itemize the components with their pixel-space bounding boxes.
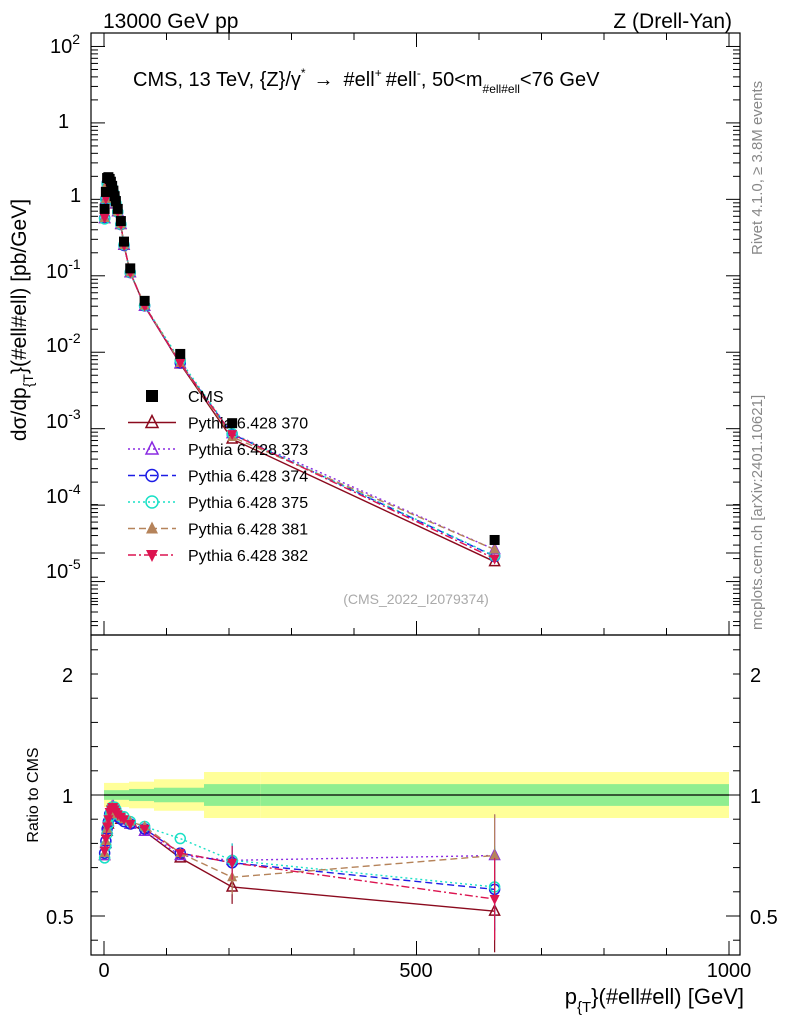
ratio-5-point-15: [175, 849, 186, 860]
uncertainty-bands: [104, 772, 729, 818]
ytick-label-0.0001: 10-4: [46, 481, 81, 508]
ytick-label-0.01: 10-2: [46, 330, 81, 357]
ratio-line-2: [103, 808, 495, 891]
ratio-ytick-right-2: 2: [750, 665, 761, 687]
ratio-5-point-3: [103, 815, 114, 826]
mcplots-label: mcplots.cern.ch [arXiv:2401.10621]: [749, 395, 766, 630]
cms-point-17: [489, 534, 500, 545]
ratio-5-point-0: [99, 846, 110, 857]
ratio-line-3: [103, 806, 495, 888]
plot-title: CMS, 13 TeV, {Z}/γ* → #ell+ #ell-, 50<m#ell…: [133, 66, 600, 96]
xtick-label-500: 500: [399, 960, 432, 982]
legend-marker-4: [145, 495, 159, 509]
ratio-5-point-16: [227, 858, 238, 869]
ratio-panel-series: [98, 799, 501, 953]
ytick-label-0.001: 10-3: [46, 406, 81, 433]
series-4-point-17: [489, 543, 500, 554]
legend-label-1: Pythia 6.428 370: [188, 416, 308, 433]
ratio-ytick-left-2: 2: [62, 665, 73, 687]
cms-point-15: [175, 348, 186, 359]
x-axis-title: p{T}(#ell#ell) [GeV]: [565, 984, 744, 1016]
ratio-5-point-17: [489, 895, 500, 906]
legend-label-4: Pythia 6.428 375: [188, 495, 308, 512]
axis-ticks: [91, 33, 740, 955]
legend-marker-1: [144, 413, 160, 429]
legend-marker-3: [145, 468, 159, 483]
legend-marker-5: [146, 521, 158, 534]
xtick-label-1000: 1000: [707, 960, 752, 982]
ratio-5-point-14: [139, 824, 150, 835]
cms-point-0: [99, 203, 110, 214]
ytick-label-1: 1: [70, 185, 81, 207]
series-5-point-17: [489, 554, 500, 565]
main-y-tick-labels: 102 1 1 10-1 10-2 10-3 10-4 10-5: [46, 31, 81, 583]
cms-point-14: [139, 295, 150, 306]
legend-label-6: Pythia 6.428 382: [188, 548, 308, 565]
process-label: Z (Drell-Yan): [613, 10, 732, 33]
main-panel-frame: [90, 32, 741, 636]
ratio-5-point-2: [102, 822, 113, 833]
energy-label: 13000 GeV pp: [103, 10, 238, 33]
legend-marker-2: [144, 440, 160, 455]
rivet-label: Rivet 4.1.0, ≥ 3.8M events: [749, 81, 766, 255]
ytick-label-100: 102: [50, 31, 80, 58]
ratio-ytick-right-1: 1: [750, 786, 761, 808]
cms-point-10: [112, 203, 123, 214]
y-axis-title: dσ/dp{T}(#ell#ell) [pb/GeV]: [8, 199, 36, 441]
legend: CMS Pythia 6.428 370 Pythia 6.428 373 Pythi…: [128, 389, 308, 565]
legend-marker-0: [146, 390, 158, 402]
legend-marker-6: [146, 550, 158, 562]
cms-point-16: [227, 418, 238, 429]
cms-point-11: [115, 216, 126, 227]
series-5-point-1: [100, 194, 111, 205]
ytick-label-10: 1: [58, 111, 69, 133]
ytick-label-0.00001: 10-5: [46, 556, 81, 583]
cms-point-1: [100, 186, 111, 197]
ratio-3-point-15: [174, 832, 186, 845]
ratio-5-point-13: [125, 820, 136, 831]
ytick-label-0.1: 10-1: [46, 256, 81, 283]
ratio-ytick-left-1: 1: [62, 786, 73, 808]
cms-point-9: [110, 196, 121, 207]
ratio-4-point-17: [489, 849, 500, 860]
series-5-point-16: [227, 430, 238, 441]
ratio-ytick-right-0.5: 0.5: [750, 907, 778, 929]
legend-label-0: CMS: [188, 389, 224, 406]
xtick-label-0: 0: [98, 960, 109, 982]
series-5-point-0: [99, 213, 110, 224]
main-panel-series: [98, 172, 501, 567]
legend-label-2: Pythia 6.428 373: [188, 442, 308, 459]
ratio-axis-title: Ratio to CMS: [25, 747, 42, 842]
analysis-watermark: (CMS_2022_I2079374): [343, 591, 489, 607]
ratio-5-point-1: [100, 834, 111, 845]
cms-point-13: [125, 263, 136, 274]
cms-point-7: [108, 185, 119, 196]
legend-label-5: Pythia 6.428 381: [188, 522, 308, 539]
ratio-ytick-left-0.5: 0.5: [46, 907, 74, 929]
ratio-line-0: [103, 808, 495, 912]
cms-point-12: [119, 236, 129, 247]
ratio-line-5: [103, 806, 495, 900]
legend-label-3: Pythia 6.428 374: [188, 469, 308, 486]
series-5-point-15: [175, 359, 186, 370]
ratio-5-point-12: [119, 815, 129, 826]
ratio-line-4: [103, 805, 495, 878]
